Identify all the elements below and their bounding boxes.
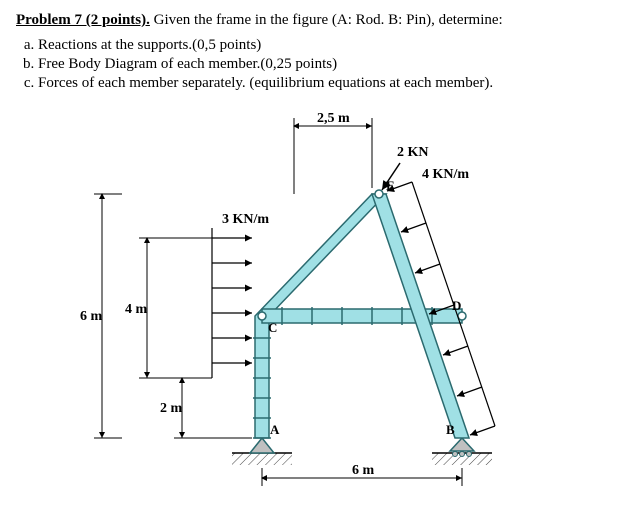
dist-right-label: 4 KN/m xyxy=(422,167,469,182)
label-d: D xyxy=(452,298,461,313)
parts-list: Reactions at the supports.(0,5 points) F… xyxy=(16,37,607,92)
dim-top xyxy=(294,118,372,194)
problem-title: Problem 7 (2 points). Given the frame in… xyxy=(16,12,607,29)
label-e: E xyxy=(386,178,395,193)
label-c: C xyxy=(268,320,277,335)
part-c: Forces of each member separately. (equil… xyxy=(38,75,607,92)
support-b-icon xyxy=(450,438,474,457)
member-cd xyxy=(262,307,462,325)
part-a: Reactions at the supports.(0,5 points) xyxy=(38,37,607,54)
pin-d xyxy=(458,312,466,320)
dist-load-left xyxy=(212,228,252,378)
pin-c xyxy=(258,312,266,320)
figure-container: 3 KN/m 4 KN/m 2 KN A B C D E 2,5 m 6 m xyxy=(16,108,607,488)
frame-figure: 3 KN/m 4 KN/m 2 KN A B C D E 2,5 m 6 m xyxy=(62,108,562,488)
dim-4m-label: 4 m xyxy=(125,302,148,317)
dim-top-label: 2,5 m xyxy=(317,111,350,126)
support-a-icon xyxy=(250,438,274,453)
dim-6m-label: 6 m xyxy=(80,309,103,324)
dim-4m xyxy=(139,238,212,378)
title-rest: Given the frame in the figure (A: Rod. B… xyxy=(150,12,503,28)
label-a: A xyxy=(270,422,280,437)
dim-2m-label: 2 m xyxy=(160,401,183,416)
ground-hatch-a xyxy=(232,453,292,465)
title-bold: Problem 7 (2 points). xyxy=(16,12,150,28)
dim-bottom-label: 6 m xyxy=(352,463,375,478)
dist-left-label: 3 KN/m xyxy=(222,212,269,227)
label-b: B xyxy=(446,422,455,437)
pin-e xyxy=(375,190,383,198)
dim-2m xyxy=(174,378,252,438)
point-load-label: 2 KN xyxy=(397,145,429,160)
part-b: Free Body Diagram of each member.(0,25 p… xyxy=(38,56,607,73)
